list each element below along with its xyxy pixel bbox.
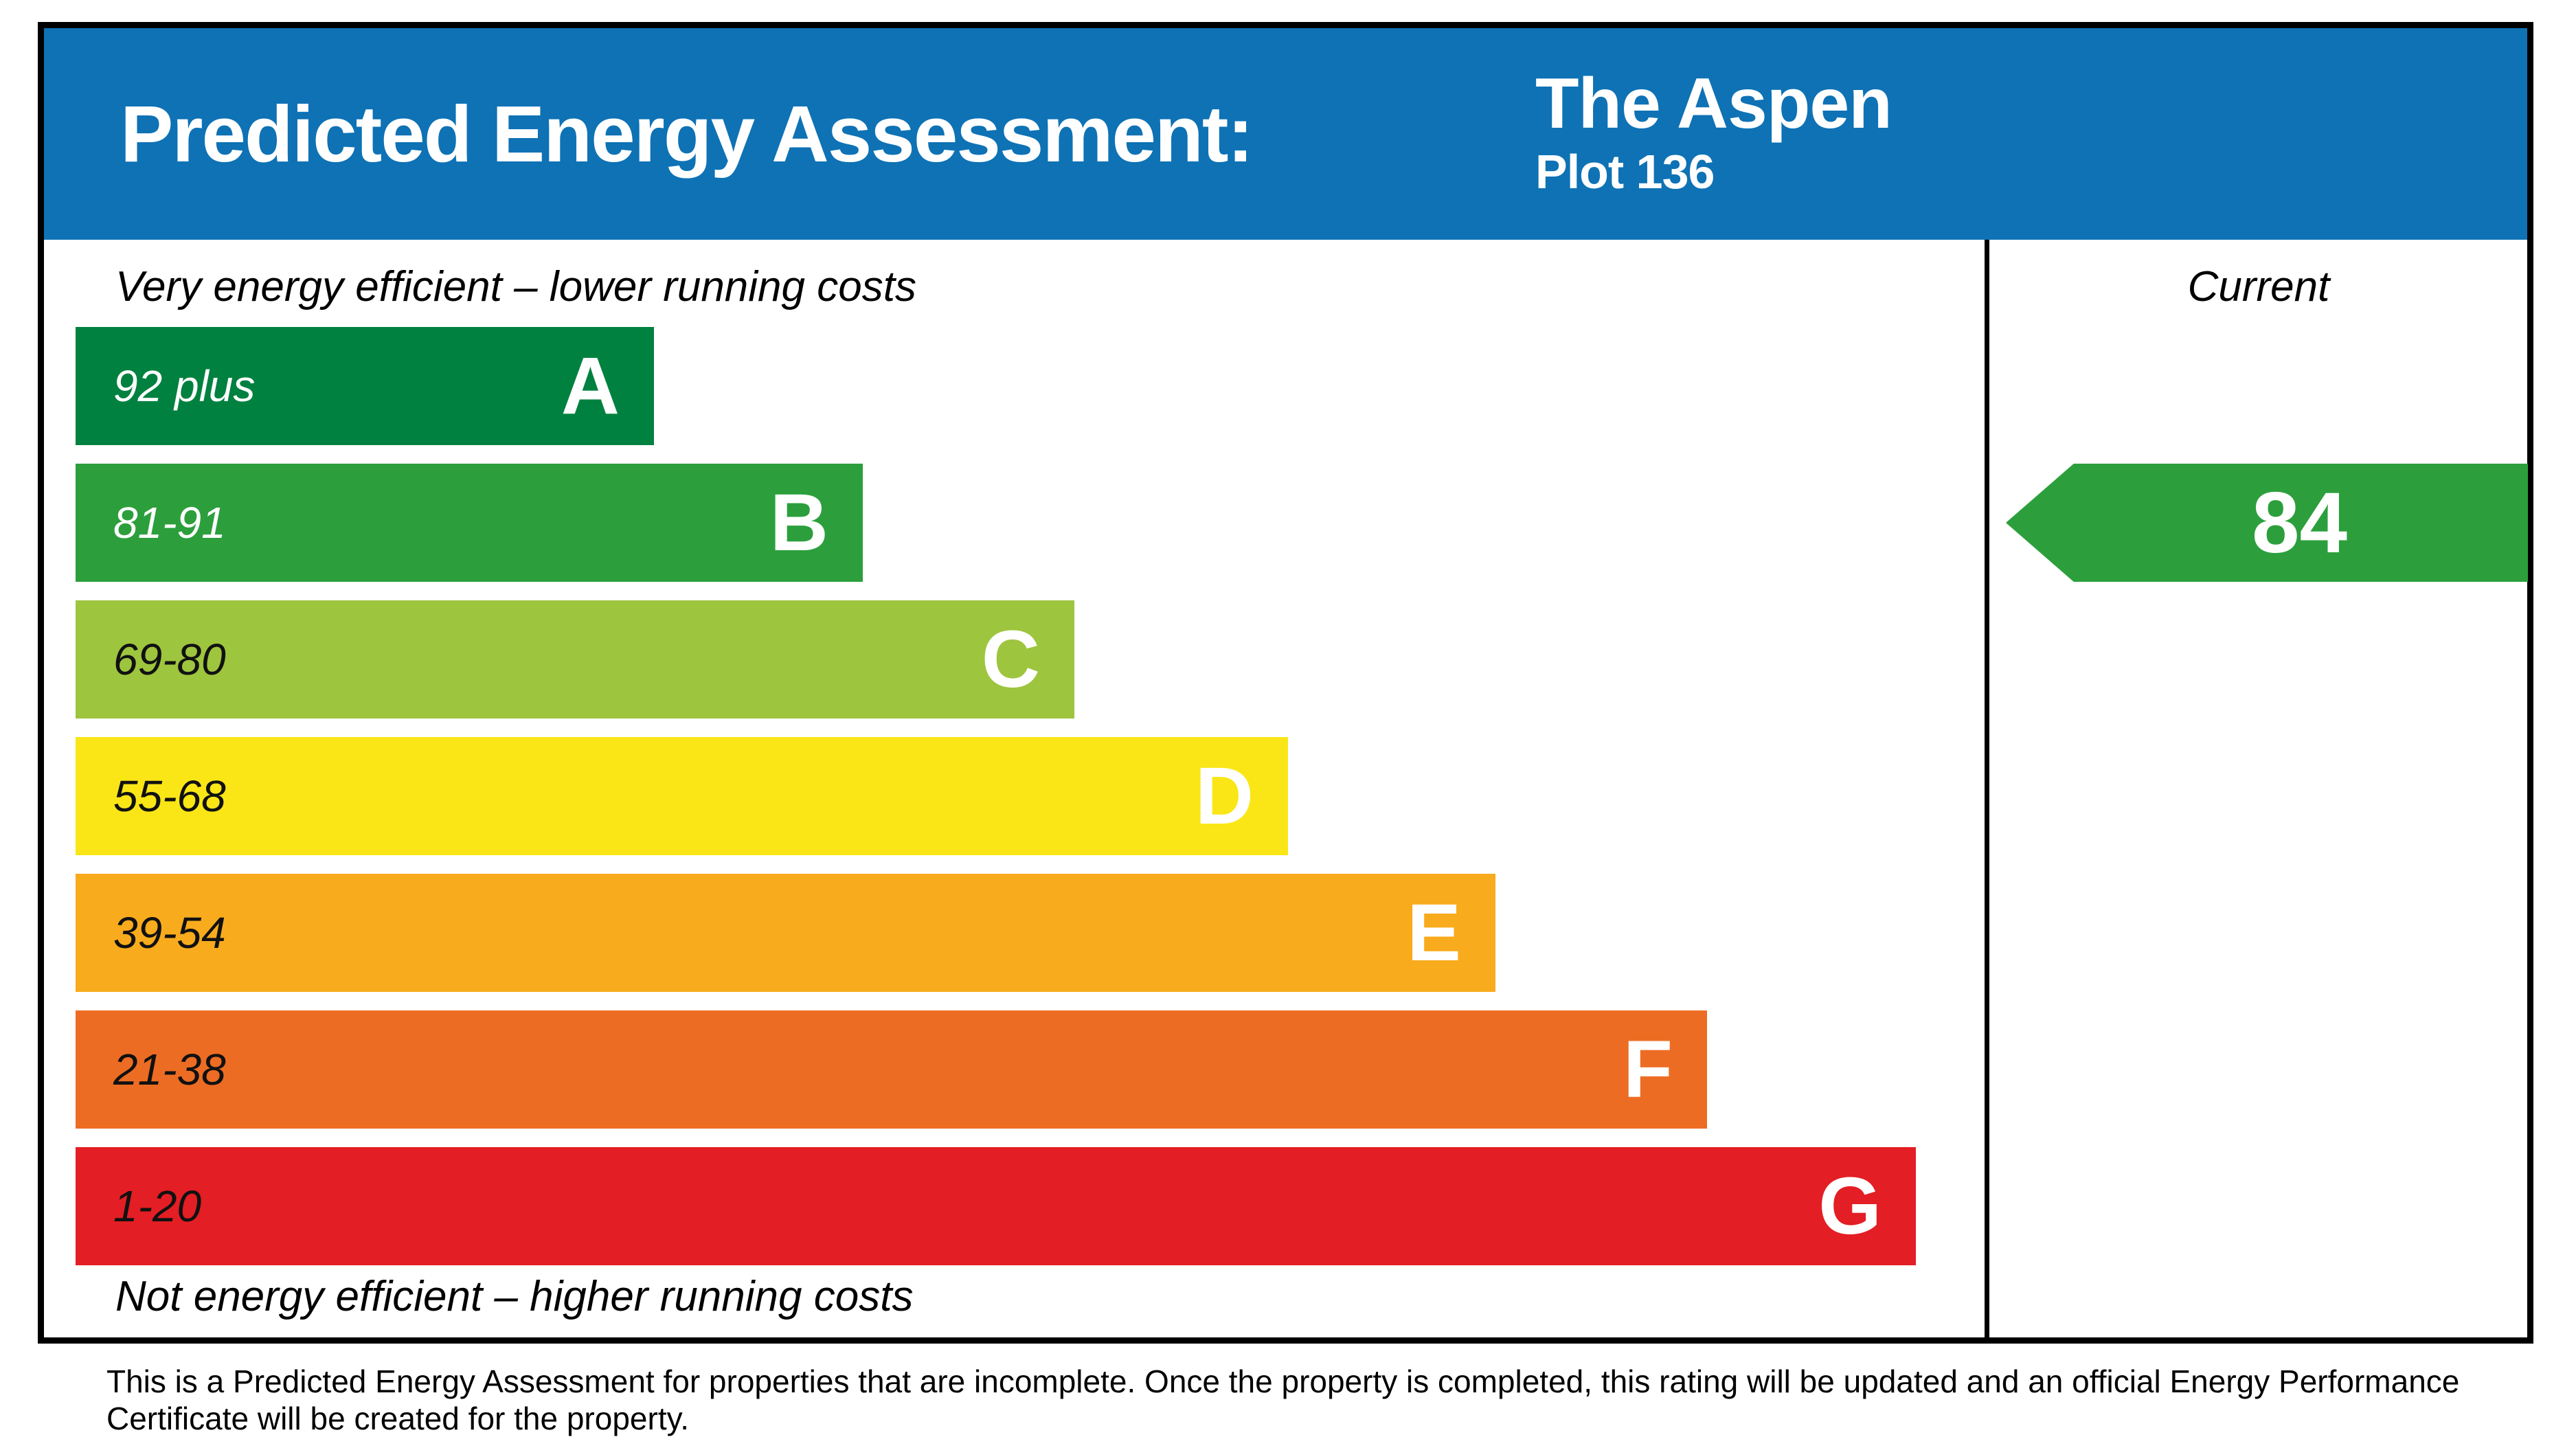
band-letter: G xyxy=(1818,1161,1882,1252)
band-range-label: 39-54 xyxy=(113,908,226,958)
band-row-f: 21-38 F xyxy=(76,1010,1707,1129)
band-letter: B xyxy=(769,477,828,568)
footer-note: This is a Predicted Energy Assessment fo… xyxy=(106,1364,2460,1436)
band-letter: A xyxy=(561,341,620,431)
band-row-g: 1-20 G xyxy=(76,1147,1916,1265)
header-bar xyxy=(44,28,2527,240)
current-value: 84 xyxy=(2251,475,2348,571)
property-name: The Aspen xyxy=(1535,64,1893,144)
band-range-label: 69-80 xyxy=(113,635,226,684)
band-letter: F xyxy=(1623,1024,1673,1115)
band-letter: E xyxy=(1407,887,1461,978)
property-info: The Aspen Plot 136 xyxy=(1535,28,1893,240)
scale-divider xyxy=(1985,240,1989,1337)
band-range-label: 92 plus xyxy=(113,361,256,411)
band-range-label: 21-38 xyxy=(113,1045,226,1094)
band-row-e: 39-54 E xyxy=(76,874,1495,992)
title-wrap: Predicted Energy Assessment: xyxy=(120,28,1254,240)
band-row-b: 81-91 B xyxy=(76,464,863,582)
band-letter: C xyxy=(981,614,1040,705)
band-range-label: 81-91 xyxy=(113,498,226,547)
band-row-a: 92 plus A xyxy=(76,327,654,445)
band-row-d: 55-68 D xyxy=(76,737,1288,855)
band-range-label: 1-20 xyxy=(113,1181,202,1231)
band-row-c: 69-80 C xyxy=(76,600,1074,719)
current-arrow: 84 xyxy=(2006,464,2528,582)
plot-number: Plot 136 xyxy=(1535,145,1715,199)
bottom-axis-label: Not energy efficient – higher running co… xyxy=(115,1273,914,1320)
current-column-header: Current xyxy=(2187,263,2330,310)
band-letter: D xyxy=(1195,751,1254,841)
page-title: Predicted Energy Assessment: xyxy=(120,89,1254,179)
top-axis-label: Very energy efficient – lower running co… xyxy=(115,263,916,310)
band-range-label: 55-68 xyxy=(113,771,226,821)
